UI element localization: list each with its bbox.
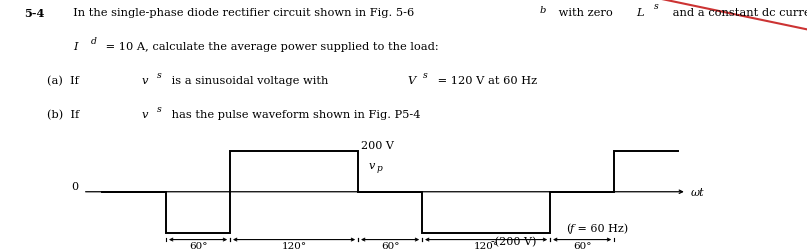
Text: with zero: with zero [555, 8, 617, 18]
Text: = 60 Hz): = 60 Hz) [574, 223, 628, 233]
Text: I: I [73, 42, 78, 52]
Text: 0: 0 [72, 182, 78, 192]
Text: In the single-phase diode rectifier circuit shown in Fig. 5-6: In the single-phase diode rectifier circ… [66, 8, 414, 18]
Text: v: v [142, 110, 148, 120]
Text: 120°: 120° [474, 241, 499, 250]
Text: 60°: 60° [573, 241, 592, 250]
Text: 5-4: 5-4 [24, 8, 44, 19]
Text: 60°: 60° [189, 241, 207, 250]
Text: = 10 A, calculate the average power supplied to the load:: = 10 A, calculate the average power supp… [102, 42, 438, 52]
Text: v: v [369, 160, 375, 170]
Text: d: d [91, 37, 97, 45]
Text: s: s [423, 71, 427, 80]
Text: is a sinusoidal voltage with: is a sinusoidal voltage with [169, 76, 332, 86]
Text: b: b [540, 6, 546, 15]
Text: s: s [157, 105, 161, 114]
Text: (a)  If: (a) If [47, 76, 82, 86]
Text: -(200 V): -(200 V) [491, 236, 537, 246]
Text: 120°: 120° [282, 241, 307, 250]
Text: s: s [654, 3, 659, 11]
Text: ωt: ωt [691, 187, 705, 197]
Text: V: V [408, 76, 416, 86]
Text: f: f [569, 223, 574, 233]
Text: p: p [376, 163, 382, 172]
Text: (b)  If: (b) If [47, 110, 83, 120]
Text: L: L [637, 8, 644, 18]
Text: (: ( [567, 223, 571, 233]
Text: has the pulse waveform shown in Fig. P5-4: has the pulse waveform shown in Fig. P5-… [169, 110, 420, 120]
Text: 60°: 60° [381, 241, 399, 250]
Text: 200 V: 200 V [362, 140, 394, 150]
Text: = 120 V at 60 Hz: = 120 V at 60 Hz [434, 76, 537, 86]
Text: and a constant dc current: and a constant dc current [669, 8, 807, 18]
Text: v: v [142, 76, 148, 86]
Text: s: s [157, 71, 161, 80]
